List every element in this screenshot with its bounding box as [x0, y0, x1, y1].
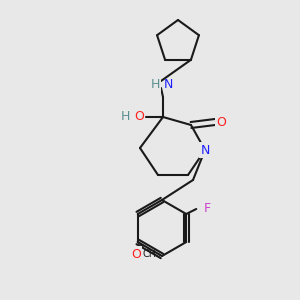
Text: O: O	[134, 110, 144, 124]
Text: O: O	[131, 248, 141, 260]
Text: CH₃: CH₃	[143, 249, 161, 259]
Text: O: O	[216, 116, 226, 128]
Text: N: N	[164, 79, 173, 92]
Text: N: N	[200, 143, 210, 157]
Text: H: H	[150, 79, 160, 92]
Text: F: F	[204, 202, 211, 215]
Text: H: H	[121, 110, 130, 124]
